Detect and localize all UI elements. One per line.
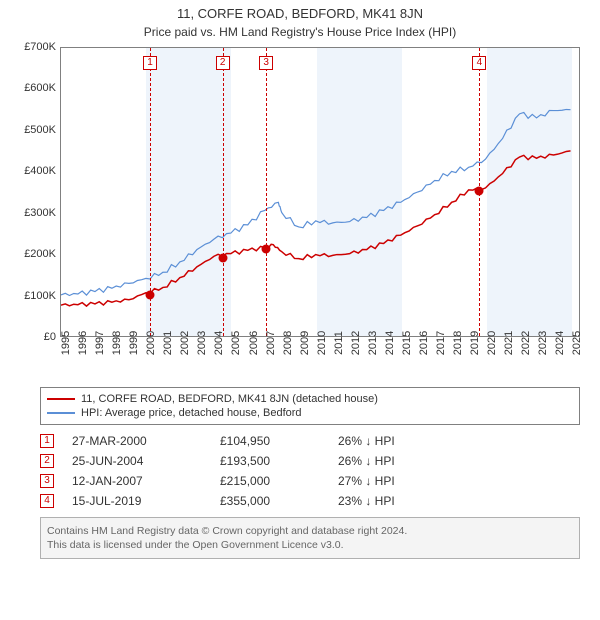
x-axis-label: 2016 — [418, 331, 430, 355]
y-axis-label: £700K — [10, 41, 56, 53]
marker-box: 1 — [143, 56, 157, 70]
marker-dot — [145, 290, 154, 299]
transaction-marker: 4 — [40, 494, 54, 508]
y-axis-label: £600K — [10, 82, 56, 94]
transaction-price: £193,500 — [220, 454, 320, 468]
chart-title: 11, CORFE ROAD, BEDFORD, MK41 8JN — [0, 0, 600, 21]
x-axis-label: 2009 — [299, 331, 311, 355]
series-property — [61, 151, 571, 306]
x-axis-label: 2006 — [248, 331, 260, 355]
y-axis-label: £200K — [10, 248, 56, 260]
transaction-price: £215,000 — [220, 474, 320, 488]
x-axis-label: 2019 — [469, 331, 481, 355]
x-axis-label: 2012 — [350, 331, 362, 355]
x-axis-label: 2014 — [384, 331, 396, 355]
x-axis-label: 1998 — [111, 331, 123, 355]
transaction-pct: 23% ↓ HPI — [338, 494, 478, 508]
x-axis-label: 2011 — [333, 331, 345, 355]
x-axis-label: 2002 — [179, 331, 191, 355]
x-axis-label: 2003 — [196, 331, 208, 355]
transaction-price: £104,950 — [220, 434, 320, 448]
legend-swatch — [47, 412, 75, 414]
chart-lines — [61, 48, 579, 336]
legend-label: HPI: Average price, detached house, Bedf… — [81, 407, 302, 419]
legend-swatch — [47, 398, 75, 400]
x-axis-label: 2008 — [282, 331, 294, 355]
transaction-table: 1 27-MAR-2000 £104,950 26% ↓ HPI 2 25-JUN-200… — [40, 431, 580, 511]
marker-vline — [223, 48, 224, 336]
x-axis-label: 1995 — [60, 331, 72, 355]
legend-label: 11, CORFE ROAD, BEDFORD, MK41 8JN (detac… — [81, 393, 378, 405]
footnote-line: This data is licensed under the Open Gov… — [47, 538, 573, 552]
legend-item: 11, CORFE ROAD, BEDFORD, MK41 8JN (detac… — [47, 392, 573, 406]
x-axis-label: 2000 — [145, 331, 157, 355]
y-axis-label: £500K — [10, 124, 56, 136]
y-axis-label: £100K — [10, 290, 56, 302]
transaction-marker: 1 — [40, 434, 54, 448]
x-axis-label: 2020 — [486, 331, 498, 355]
x-axis-label: 2025 — [571, 331, 583, 355]
footnote: Contains HM Land Registry data © Crown c… — [40, 517, 580, 559]
x-axis-label: 2007 — [265, 331, 277, 355]
legend-item: HPI: Average price, detached house, Bedf… — [47, 406, 573, 420]
plot-area: 1 2 3 4 — [60, 47, 580, 337]
marker-dot — [218, 253, 227, 262]
x-axis-label: 2021 — [503, 331, 515, 355]
marker-dot — [262, 244, 271, 253]
legend: 11, CORFE ROAD, BEDFORD, MK41 8JN (detac… — [40, 387, 580, 425]
transaction-marker: 3 — [40, 474, 54, 488]
x-axis-label: 2015 — [401, 331, 413, 355]
x-axis-label: 2004 — [213, 331, 225, 355]
transaction-date: 12-JAN-2007 — [72, 474, 202, 488]
series-hpi — [61, 109, 571, 295]
transaction-pct: 27% ↓ HPI — [338, 474, 478, 488]
transaction-pct: 26% ↓ HPI — [338, 454, 478, 468]
transaction-price: £355,000 — [220, 494, 320, 508]
y-axis-label: £400K — [10, 165, 56, 177]
chart-area: 1 2 3 4 £0 £100K £200K £300K £400K £500K £600K £70… — [10, 43, 590, 383]
x-axis-label: 1997 — [94, 331, 106, 355]
transaction-date: 15-JUL-2019 — [72, 494, 202, 508]
x-axis-label: 2023 — [537, 331, 549, 355]
transaction-pct: 26% ↓ HPI — [338, 434, 478, 448]
x-axis-label: 2017 — [435, 331, 447, 355]
transaction-date: 27-MAR-2000 — [72, 434, 202, 448]
x-axis-label: 2010 — [316, 331, 328, 355]
marker-box: 4 — [472, 56, 486, 70]
x-axis-label: 1996 — [77, 331, 89, 355]
x-axis-label: 1999 — [128, 331, 140, 355]
x-axis-label: 2001 — [162, 331, 174, 355]
transaction-row: 3 12-JAN-2007 £215,000 27% ↓ HPI — [40, 471, 580, 491]
transaction-row: 4 15-JUL-2019 £355,000 23% ↓ HPI — [40, 491, 580, 511]
marker-box: 2 — [216, 56, 230, 70]
footnote-line: Contains HM Land Registry data © Crown c… — [47, 524, 573, 538]
y-axis-label: £0 — [10, 331, 56, 343]
x-axis-label: 2022 — [520, 331, 532, 355]
x-axis-label: 2005 — [230, 331, 242, 355]
x-axis-label: 2013 — [367, 331, 379, 355]
x-axis-label: 2024 — [554, 331, 566, 355]
y-axis-label: £300K — [10, 207, 56, 219]
marker-box: 3 — [259, 56, 273, 70]
transaction-date: 25-JUN-2004 — [72, 454, 202, 468]
marker-dot — [475, 186, 484, 195]
marker-vline — [266, 48, 267, 336]
transaction-marker: 2 — [40, 454, 54, 468]
chart-subtitle: Price paid vs. HM Land Registry's House … — [0, 21, 600, 43]
x-axis-label: 2018 — [452, 331, 464, 355]
transaction-row: 1 27-MAR-2000 £104,950 26% ↓ HPI — [40, 431, 580, 451]
transaction-row: 2 25-JUN-2004 £193,500 26% ↓ HPI — [40, 451, 580, 471]
